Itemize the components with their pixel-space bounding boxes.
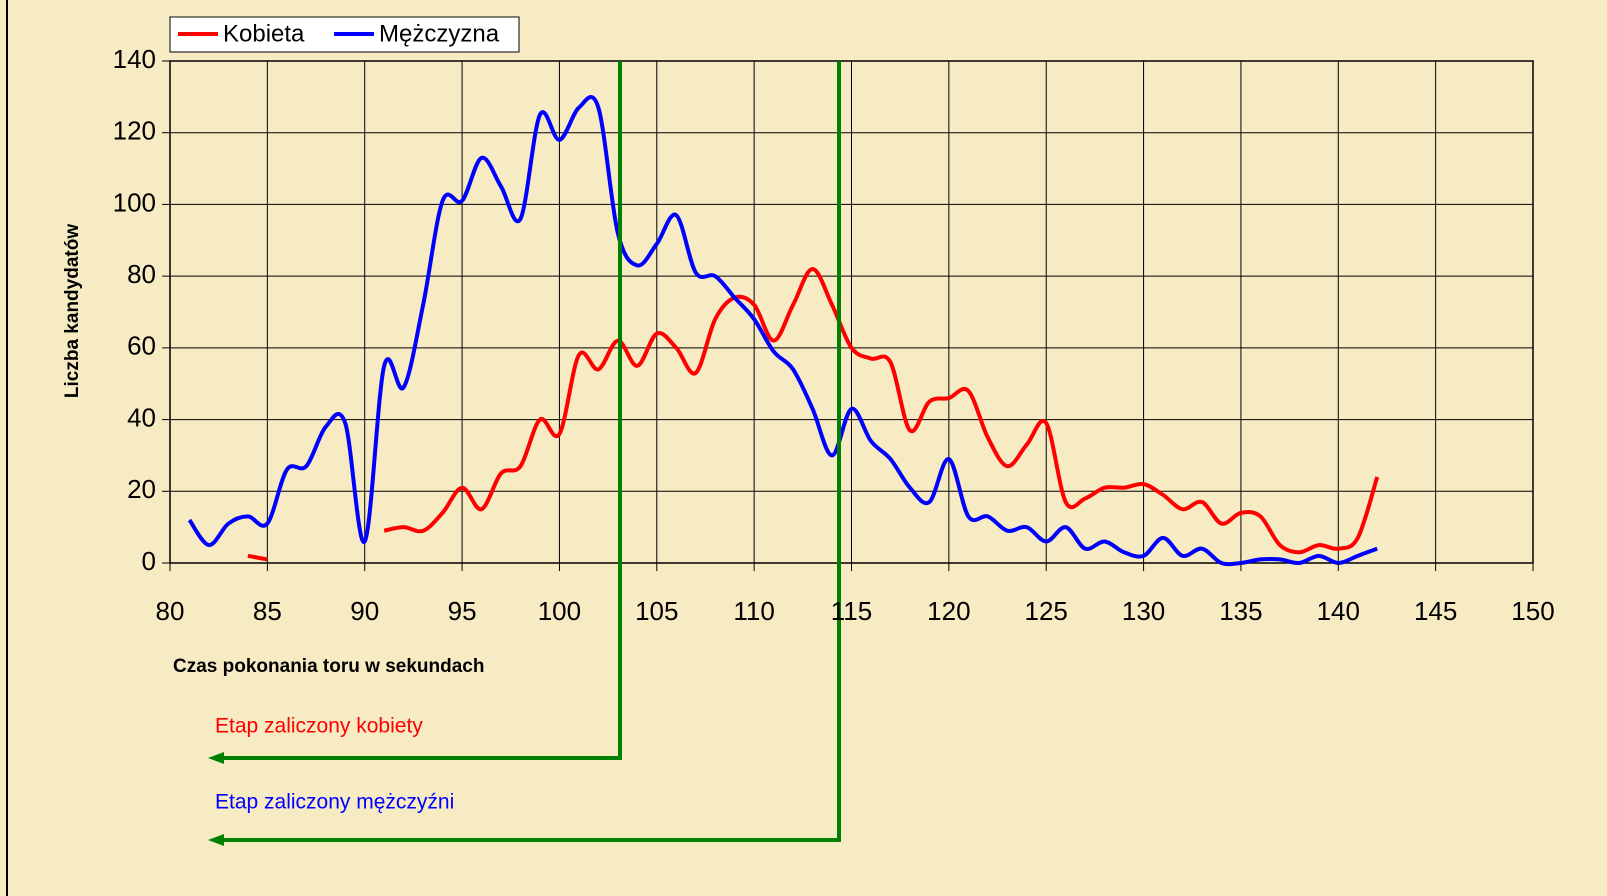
y-tick-label: 80 <box>127 259 156 289</box>
x-tick-label: 150 <box>1511 596 1554 626</box>
x-tick-label: 95 <box>448 596 477 626</box>
legend-label: Kobieta <box>223 20 305 47</box>
series-line <box>187 95 1378 567</box>
x-axis-label: Czas pokonania toru w sekundach <box>173 656 484 677</box>
threshold-line <box>222 61 841 842</box>
y-tick-label: 0 <box>142 546 156 576</box>
arrow-head <box>208 752 224 764</box>
x-tick-label: 100 <box>538 596 581 626</box>
y-tick-label: 20 <box>127 474 156 504</box>
x-tick-label: 80 <box>156 596 185 626</box>
x-tick-label: 140 <box>1317 596 1360 626</box>
x-tick-label: 115 <box>831 596 872 626</box>
y-axis-label: Liczba kandydatów <box>62 224 83 398</box>
y-tick-label: 140 <box>113 44 156 74</box>
x-tick-label: 110 <box>733 596 774 626</box>
x-tick-label: 105 <box>635 596 678 626</box>
legend-label: Mężczyzna <box>379 20 500 47</box>
lines <box>187 95 1380 567</box>
x-tick-label: 85 <box>253 596 282 626</box>
x-tick-label: 135 <box>1219 596 1262 626</box>
x-tick-label: 120 <box>927 596 970 626</box>
y-tick-label: 60 <box>127 331 156 361</box>
thresholds <box>208 61 841 846</box>
threshold-line <box>222 61 622 760</box>
y-tick-label: 100 <box>113 187 156 217</box>
y-tick-label: 120 <box>113 116 156 146</box>
annotation: Etap zaliczony kobiety <box>215 715 423 738</box>
x-tick-label: 145 <box>1414 596 1457 626</box>
x-tick-label: 90 <box>350 596 379 626</box>
x-tick-label: 130 <box>1122 596 1165 626</box>
y-tick-label: 40 <box>127 402 156 432</box>
series-line <box>247 266 1380 562</box>
annotation: Etap zaliczony mężczyźni <box>215 791 454 814</box>
arrow-head <box>208 834 224 846</box>
x-tick-label: 125 <box>1025 596 1068 626</box>
